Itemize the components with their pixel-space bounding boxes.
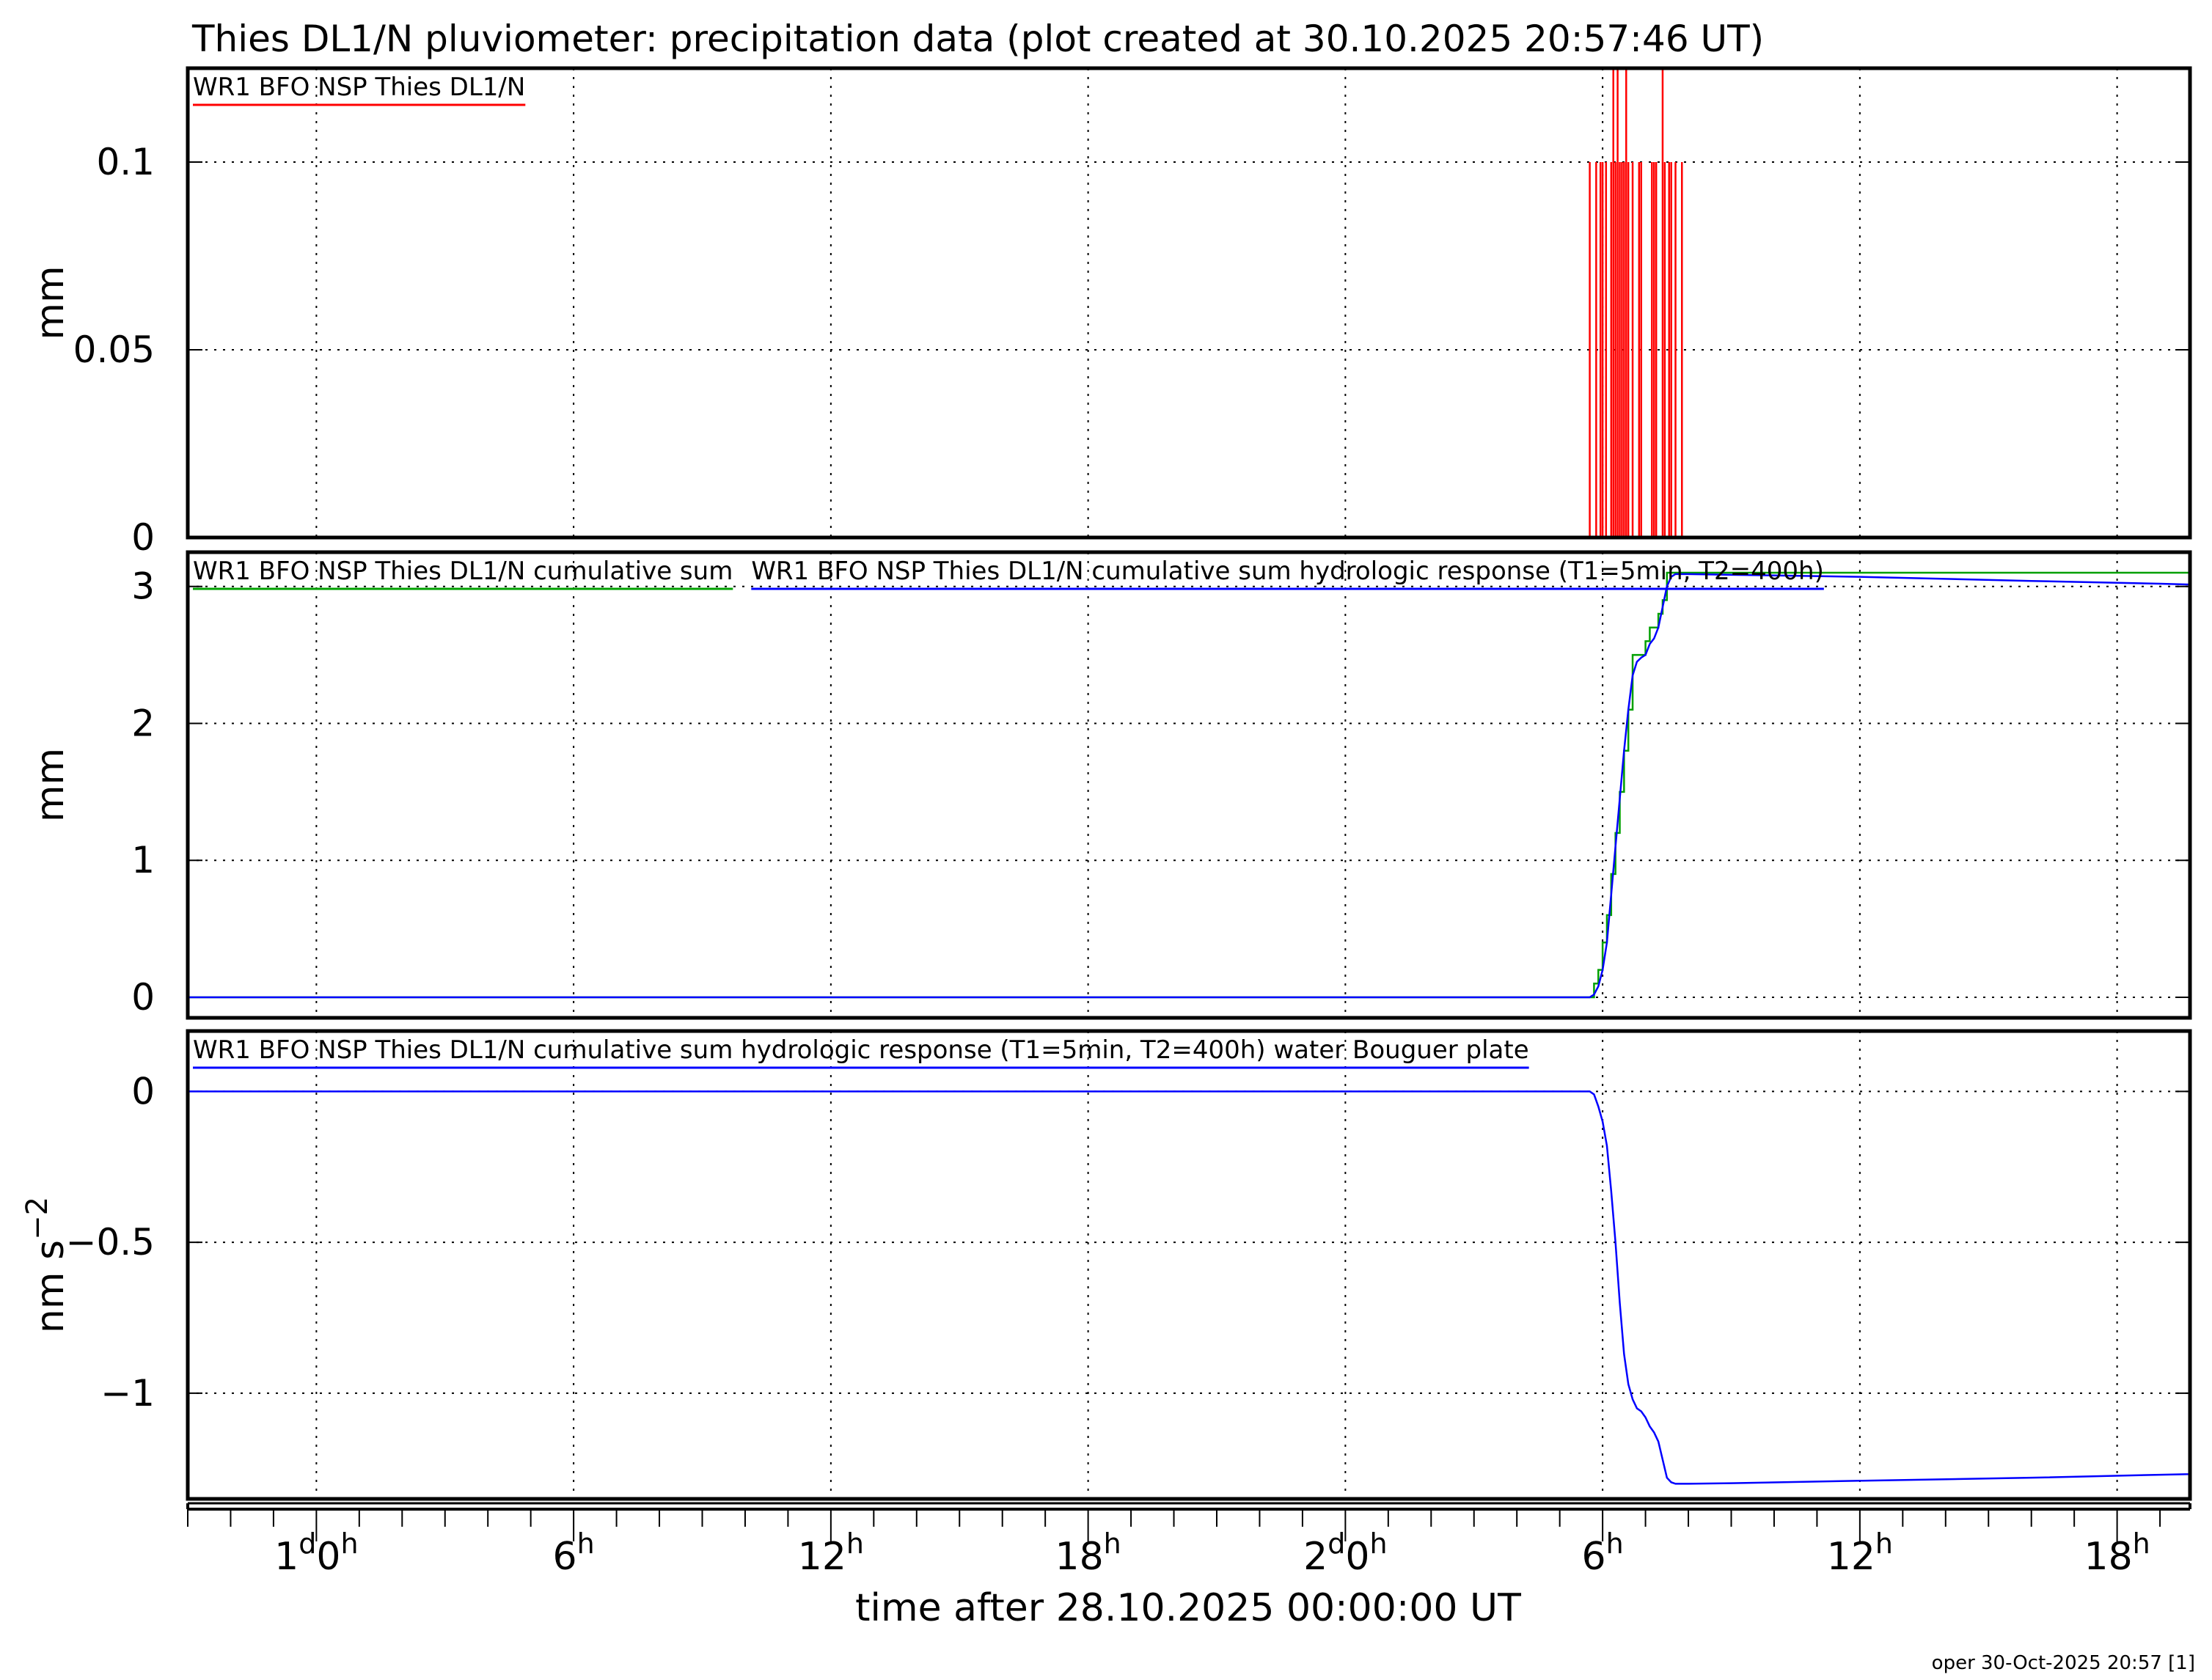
series-bottom-0	[188, 1090, 2190, 1485]
series-middle-1	[188, 573, 2190, 999]
y-axis-label-bottom: nm s−2	[21, 1197, 73, 1333]
x-tick-label-5: 6h	[1582, 1527, 1624, 1579]
footer-stamp: oper 30-Oct-2025 20:57 [1]	[1932, 1652, 2195, 1674]
x-tick-label-2: 12h	[798, 1527, 864, 1579]
series-middle-0	[188, 571, 2190, 999]
ytick-label-0: −1	[100, 1372, 155, 1415]
ytick-label-2: 2	[131, 702, 155, 744]
x-tick-label-6: 12h	[1827, 1527, 1893, 1579]
series-label-top-0: WR1 BFO NSP Thies DL1/N	[193, 73, 525, 102]
panel-frame-top	[186, 66, 2192, 540]
x-axis-label: time after 28.10.2025 00:00:00 UT	[855, 1586, 1521, 1630]
ytick-label-0: 0	[131, 976, 155, 1019]
ytick-label-3: 3	[131, 565, 155, 608]
ytick-label-2: 0	[131, 1070, 155, 1112]
y-axis-label-top: mm	[29, 265, 73, 340]
y-axis-label-middle: mm	[29, 748, 73, 822]
ytick-label-2: 0.1	[96, 141, 155, 183]
panel-bottom: −1 −0.5 0 WR1 BFO NSP Thies DL1/N cumulativ…	[21, 1029, 2192, 1501]
ytick-label-1: −0.5	[66, 1221, 155, 1263]
panel-frame-middle	[186, 550, 2192, 1020]
x-tick-label-3: 18h	[1055, 1527, 1121, 1579]
x-tick-label-7: 18h	[2084, 1527, 2150, 1579]
x-tick-label-0: 1d0h	[274, 1527, 358, 1579]
ytick-label-0: 0	[131, 516, 155, 559]
series-label-bottom-0: WR1 BFO NSP Thies DL1/N cumulative sum h…	[193, 1035, 1529, 1065]
ytick-label-1: 0.05	[73, 329, 155, 371]
series-label-middle-0: WR1 BFO NSP Thies DL1/N cumulative sum	[193, 557, 733, 586]
series-top-0	[188, 68, 2190, 538]
panel-middle: 0 1 2 3 WR1 BFO NSP Thies DL1/N cumulative s…	[29, 550, 2192, 1020]
x-tick-label-4: 2d0h	[1303, 1527, 1387, 1579]
panel-top: 0 0.05 0.1 WR1 BFO NSP Thies DL1/N mm	[29, 66, 2192, 559]
series-label-middle-1: WR1 BFO NSP Thies DL1/N cumulative sum h…	[751, 557, 1824, 586]
panel-frame-bottom	[186, 1029, 2192, 1501]
x-tick-label-1: 6h	[553, 1527, 595, 1579]
chart-title: Thies DL1/N pluviometer: precipitation d…	[191, 18, 1764, 60]
ytick-label-1: 1	[131, 839, 155, 881]
